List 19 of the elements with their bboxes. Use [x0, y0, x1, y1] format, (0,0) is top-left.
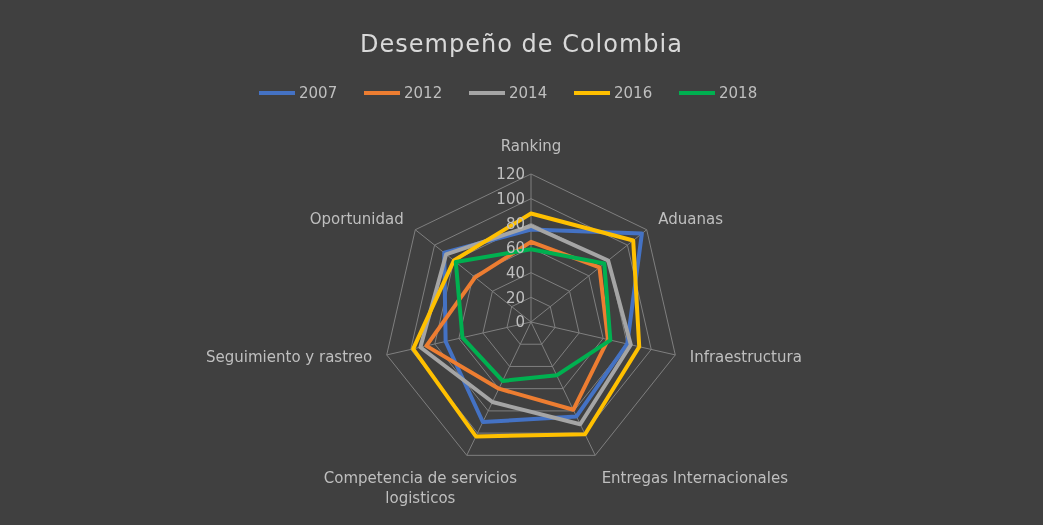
y-tick-label: 20	[505, 288, 525, 307]
y-tick-label: 100	[496, 189, 525, 208]
y-tick-label: 0	[515, 313, 525, 332]
spoke-label: Competencia de servicios logisticos	[323, 468, 518, 507]
y-tick-label: 120	[496, 165, 525, 184]
spoke-label: Seguimiento y rastreo	[206, 348, 373, 367]
legend-label: 2012	[404, 84, 443, 103]
spoke-label: Infraestructura	[689, 348, 802, 367]
y-tick-label: 40	[505, 263, 525, 282]
chart-title: Desempeño de Colombia	[360, 30, 683, 58]
legend-label: 2014	[509, 84, 548, 103]
legend-label: 2007	[299, 84, 338, 103]
y-tick-label: 60	[505, 239, 525, 258]
spoke-label: Oportunidad	[309, 210, 404, 229]
spoke-label: Ranking	[500, 137, 562, 156]
spoke-label: Aduanas	[658, 210, 724, 229]
spoke-label: Entregas Internacionales	[601, 468, 789, 487]
legend-label: 2016	[614, 84, 653, 103]
legend-label: 2018	[719, 84, 758, 103]
